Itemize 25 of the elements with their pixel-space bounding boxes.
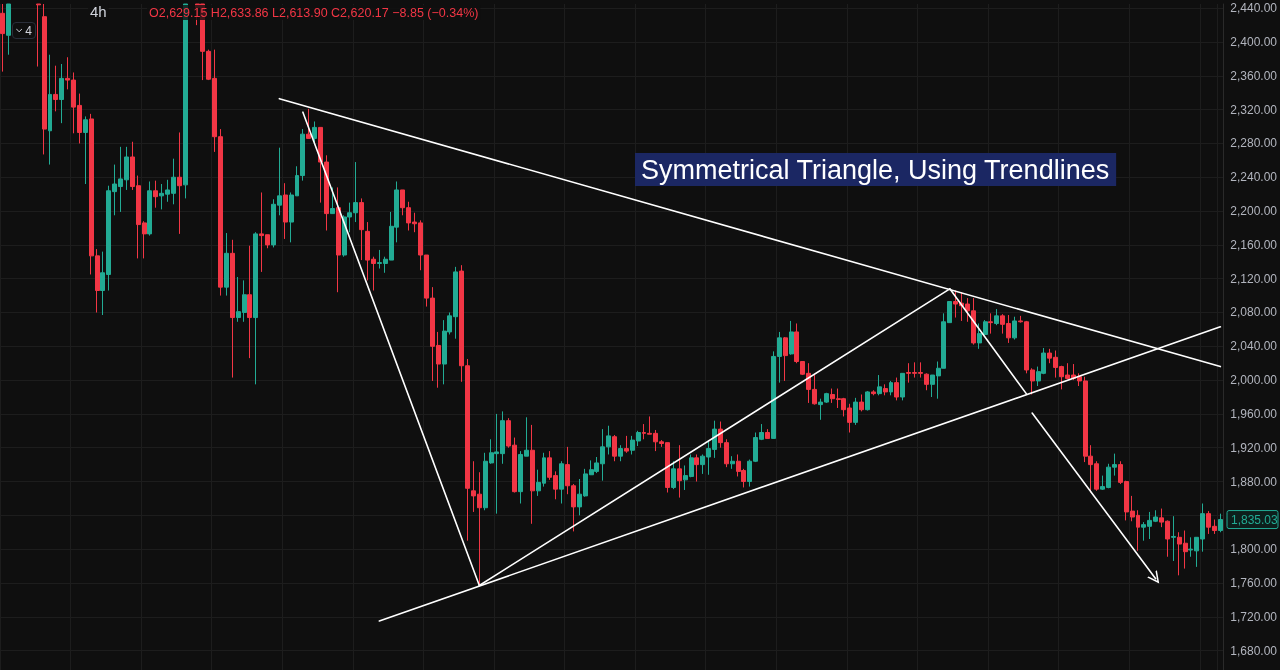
y-tick-label: 2,040.00: [1230, 339, 1278, 354]
y-tick-label: 2,440.00: [1230, 1, 1278, 16]
y-tick-label: 2,000.00: [1230, 373, 1278, 388]
text: Symmetrical Triangle, Using Trendlines: [641, 154, 1110, 185]
y-tick-label: 1,920.00: [1230, 440, 1278, 455]
y-tick-label: 2,120.00: [1230, 271, 1278, 286]
annotation: 4h: [90, 3, 107, 20]
y-tick-label: 1,880.00: [1230, 474, 1278, 489]
y-tick-label: 1,800.00: [1230, 542, 1278, 557]
collapse-button: 4: [12, 22, 36, 39]
y-tick-label: 1,760.00: [1230, 575, 1278, 590]
y-tick-label: 2,240.00: [1230, 170, 1278, 185]
y-tick-label: 1,720.00: [1230, 609, 1278, 624]
y-tick-label: 1,960.00: [1230, 406, 1278, 421]
y-tick-label: 2,320.00: [1230, 102, 1278, 117]
y-tick-label: 2,160.00: [1230, 237, 1278, 252]
annotation: 4: [25, 23, 32, 38]
y-tick-label: 2,080.00: [1230, 305, 1278, 320]
y-tick-label: 2,360.00: [1230, 68, 1278, 83]
text: 1,835.03: [1231, 512, 1279, 527]
y-tick-label: 2,280.00: [1230, 136, 1278, 151]
y-tick-label: 2,400.00: [1230, 35, 1278, 50]
annotation: O2,629.15 H2,633.86 L2,613.90 C2,620.17 −8.85 (−0.34%): [149, 5, 479, 20]
y-tick-label: 1,680.00: [1230, 643, 1278, 658]
y-tick-label: 2,200.00: [1230, 204, 1278, 219]
